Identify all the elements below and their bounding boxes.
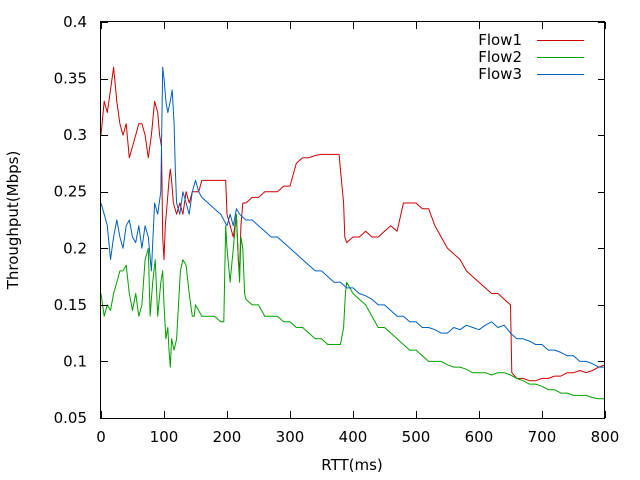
series-line-flow3 [100,66,605,368]
y-tick-label: 0.35 [54,70,87,88]
series-layer [100,66,606,400]
x-tick-label: 400 [339,428,368,446]
legend-label-flow3: Flow3 [478,65,522,83]
x-tick-label: 500 [402,428,431,446]
series-line-flow1 [100,66,606,382]
x-tick-label: 700 [528,428,557,446]
series-line-flow2 [100,213,605,400]
x-axis-ticks: 0 100 200 300 400 500 600 700 800 [96,22,619,446]
x-tick-label: 800 [591,428,620,446]
y-tick-label: 0.1 [63,352,87,370]
x-tick-label: 200 [213,428,242,446]
y-tick-label: 0.15 [54,296,87,314]
y-tick-label: 0.3 [63,126,87,144]
x-axis-label: RTT(ms) [321,456,383,474]
y-tick-label: 0.2 [63,239,87,257]
x-tick-label: 600 [465,428,494,446]
y-axis-label: Throughput(Mbps) [4,151,22,291]
legend-label-flow1: Flow1 [478,31,522,49]
y-axis-ticks: 0.05 0.1 0.15 0.2 0.25 0.3 0.35 0.4 [54,13,605,427]
x-tick-label: 100 [150,428,179,446]
x-tick-label: 0 [96,428,106,446]
y-tick-label: 0.4 [63,13,87,31]
x-tick-label: 300 [276,428,305,446]
legend-label-flow2: Flow2 [478,48,522,66]
y-tick-label: 0.05 [54,409,87,427]
plot-frame [100,21,605,419]
y-tick-label: 0.25 [54,183,87,201]
